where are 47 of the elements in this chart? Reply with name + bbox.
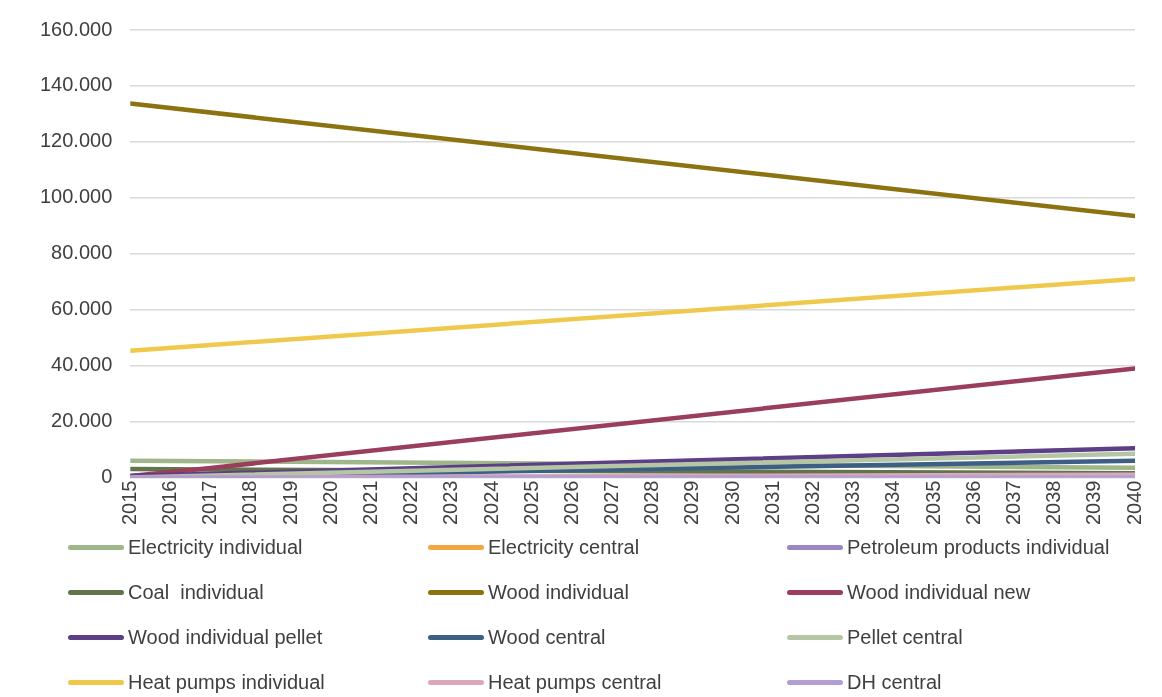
x-tick-label: 2039 <box>1082 480 1105 526</box>
legend-label: Electricity individual <box>128 535 303 559</box>
x-tick-label: 2027 <box>600 480 623 526</box>
x-tick-label: 2021 <box>358 480 381 526</box>
y-tick-label: 0 <box>101 465 113 488</box>
legend-label: Wood individual new <box>847 580 1031 604</box>
legend-label: Wood central <box>488 625 606 649</box>
legend-label: Electricity central <box>488 535 640 559</box>
x-tick-label: 2030 <box>720 480 743 526</box>
legend-label: Heat pumps individual <box>128 670 325 694</box>
legend-label: Petroleum products individual <box>847 535 1110 559</box>
y-tick-label: 160.000 <box>40 17 113 40</box>
y-tick-label: 100.000 <box>40 185 113 208</box>
y-tick-label: 140.000 <box>40 73 113 96</box>
legend-label: Coal individual <box>128 580 264 604</box>
x-tick-label: 2025 <box>519 480 542 526</box>
legend-label: Heat pumps central <box>488 670 662 694</box>
legend-label: DH central <box>847 670 942 694</box>
x-tick-label: 2034 <box>881 480 904 526</box>
x-tick-label: 2031 <box>760 480 783 526</box>
x-tick-label: 2035 <box>921 480 944 526</box>
x-tick-label: 2020 <box>318 480 341 526</box>
x-tick-label: 2028 <box>640 480 663 526</box>
y-tick-label: 20.000 <box>51 409 113 432</box>
x-tick-label: 2026 <box>559 480 582 526</box>
y-tick-label: 40.000 <box>51 353 113 376</box>
x-tick-label: 2040 <box>1122 480 1145 526</box>
x-tick-label: 2033 <box>841 480 864 526</box>
x-tick-label: 2023 <box>439 480 462 526</box>
x-tick-label: 2037 <box>1001 480 1024 526</box>
x-tick-label: 2016 <box>158 480 180 526</box>
x-tick-label: 2036 <box>961 480 984 526</box>
x-tick-label: 2038 <box>1042 480 1065 526</box>
y-tick-label: 80.000 <box>51 241 113 264</box>
legend-label: Wood individual pellet <box>128 625 323 649</box>
x-tick-label: 2017 <box>198 480 221 526</box>
legend-label: Pellet central <box>847 625 963 649</box>
x-tick-label: 2029 <box>680 480 703 526</box>
x-tick-label: 2022 <box>399 480 422 526</box>
y-tick-label: 120.000 <box>40 129 113 152</box>
x-tick-label: 2019 <box>278 480 301 526</box>
legend-label: Wood individual <box>488 580 629 604</box>
x-tick-label: 2018 <box>238 480 261 526</box>
x-tick-label: 2015 <box>117 480 140 526</box>
x-tick-label: 2024 <box>479 480 502 526</box>
y-tick-label: 60.000 <box>51 297 113 320</box>
x-tick-label: 2032 <box>801 480 824 526</box>
